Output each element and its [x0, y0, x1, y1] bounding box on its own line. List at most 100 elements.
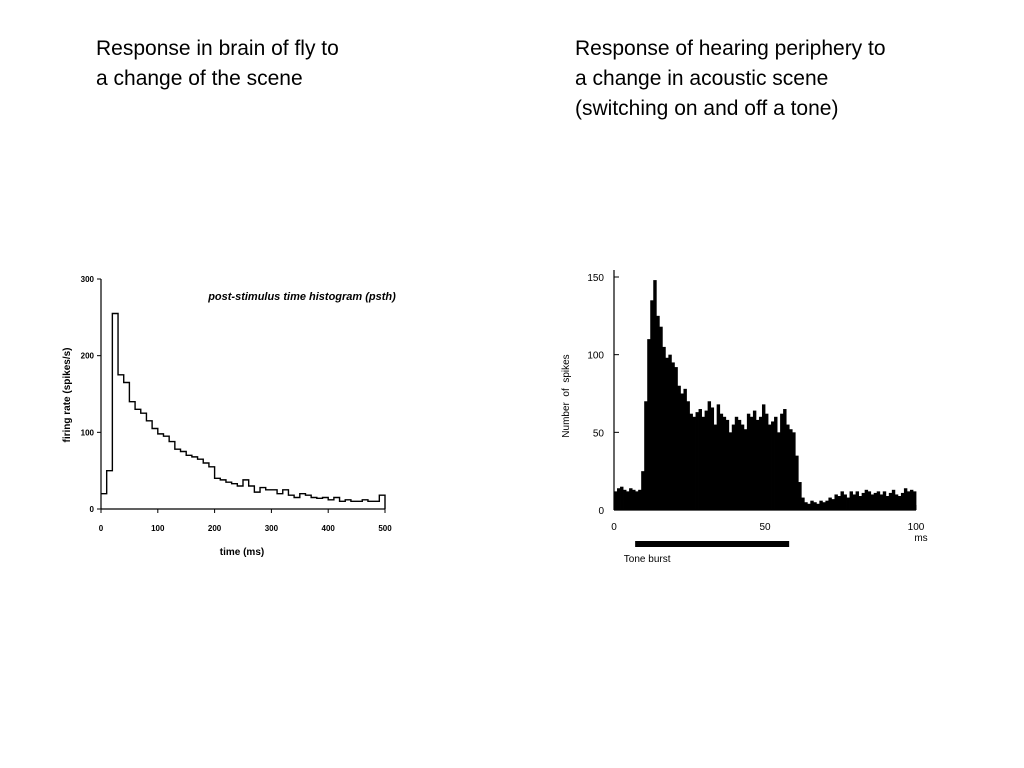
- psth-step-line: [101, 312, 386, 509]
- histogram-bar: [617, 488, 621, 510]
- histogram-bar: [903, 488, 908, 510]
- psth-y-tick-label: 100: [81, 428, 95, 437]
- right-caption-line-3: (switching on and off a tone): [575, 97, 839, 120]
- histogram-bar: [900, 492, 905, 510]
- auditory-histogram-bars: [614, 280, 917, 510]
- histogram-bar: [786, 424, 790, 510]
- histogram-bar: [749, 416, 754, 510]
- histogram-bar: [780, 413, 784, 510]
- histogram-bar: [876, 491, 881, 510]
- histogram-bar: [641, 471, 645, 510]
- left-caption-line-1: Response in brain of fly to: [96, 37, 339, 60]
- histogram-bar: [864, 489, 869, 510]
- histogram-bar: [789, 429, 793, 510]
- histogram-bar: [798, 482, 802, 510]
- histogram-bar: [674, 367, 678, 510]
- right-caption-line-2: a change in acoustic scene: [575, 67, 829, 90]
- histogram-bar: [882, 491, 887, 510]
- histogram-bar: [683, 388, 687, 510]
- psth-y-tick-label: 0: [90, 505, 95, 514]
- psth-x-tick-label: 300: [265, 524, 279, 533]
- histogram-bar: [704, 410, 709, 510]
- auditory-axes: [613, 270, 916, 511]
- histogram-bar: [677, 385, 681, 510]
- histogram-bar: [888, 492, 893, 510]
- histogram-bar: [728, 432, 733, 510]
- psth-ticks: 0 100 200 300 0 100 200 300 400 500: [81, 275, 393, 533]
- histogram-bar: [743, 429, 748, 510]
- psth-x-axis-label: time (ms): [220, 547, 264, 558]
- histogram-bar: [846, 497, 850, 510]
- histogram-bar: [620, 486, 624, 510]
- histogram-bar: [804, 502, 808, 510]
- histogram-bar: [819, 500, 823, 510]
- histogram-bar: [716, 404, 721, 510]
- histogram-bar: [795, 455, 799, 510]
- psth-x-tick-label: 100: [151, 524, 165, 533]
- histogram-bar: [719, 413, 724, 510]
- auditory-y-tick-label: 150: [587, 273, 604, 284]
- histogram-bar: [801, 497, 805, 510]
- histogram-bar: [698, 409, 702, 510]
- histogram-bar: [816, 503, 820, 510]
- histogram-bar: [710, 407, 715, 510]
- histogram-bar: [755, 419, 760, 510]
- psth-x-tick-label: 200: [208, 524, 222, 533]
- histogram-bar: [792, 432, 796, 510]
- histogram-bar: [653, 280, 657, 510]
- histogram-bar: [734, 416, 739, 510]
- auditory-x-tick-label: 0: [611, 522, 617, 533]
- histogram-bar: [831, 499, 835, 510]
- auditory-x-tick-label: 50: [759, 522, 771, 533]
- histogram-bar: [671, 362, 675, 510]
- histogram-bar: [873, 492, 878, 510]
- histogram-bar: [894, 494, 899, 510]
- histogram-bar: [849, 491, 853, 510]
- histogram-bar: [668, 354, 672, 510]
- histogram-bar: [713, 424, 718, 510]
- histogram-bar: [650, 300, 654, 510]
- histogram-bar: [629, 488, 633, 510]
- histogram-bar: [825, 500, 829, 510]
- tone-burst-label: Tone burst: [624, 554, 671, 565]
- histogram-bar: [828, 497, 832, 510]
- histogram-bar: [906, 491, 911, 510]
- histogram-bar: [695, 412, 699, 510]
- histogram-bar: [740, 424, 745, 510]
- histogram-bar: [870, 494, 875, 510]
- psth-y-tick-label: 300: [81, 275, 95, 284]
- histogram-bar: [840, 491, 844, 510]
- histogram-bar: [768, 424, 772, 510]
- histogram-bar: [737, 419, 742, 510]
- histogram-bar: [638, 489, 642, 510]
- histogram-bar: [707, 401, 712, 510]
- histogram-bar: [852, 494, 856, 510]
- left-caption: Response in brain of fly to a change of …: [96, 34, 339, 94]
- histogram-bar: [689, 413, 693, 510]
- histogram-bar: [758, 416, 763, 510]
- histogram-bar: [855, 491, 860, 510]
- histogram-bar: [656, 315, 660, 510]
- histogram-bar: [635, 491, 639, 510]
- histogram-bar: [813, 502, 817, 510]
- histogram-bar: [665, 357, 669, 510]
- right-caption-line-1: Response of hearing periphery to: [575, 37, 886, 60]
- tone-burst-bar: [635, 541, 790, 547]
- psth-x-tick-label: 500: [378, 524, 392, 533]
- histogram-bar: [771, 421, 775, 510]
- histogram-bar: [632, 489, 636, 510]
- histogram-bar: [912, 491, 917, 510]
- histogram-bar: [614, 491, 618, 510]
- histogram-bar: [662, 346, 666, 510]
- psth-x-tick-label: 0: [99, 524, 104, 533]
- right-caption: Response of hearing periphery to a chang…: [575, 34, 886, 124]
- histogram-bar: [834, 494, 838, 510]
- histogram-bar: [746, 413, 751, 510]
- histogram-bar: [774, 416, 778, 510]
- histogram-bar: [879, 494, 884, 510]
- auditory-x-axis-unit: ms: [914, 533, 927, 544]
- psth-axes: [100, 279, 385, 510]
- histogram-bar: [909, 489, 914, 510]
- psth-y-tick-label: 200: [81, 352, 95, 361]
- auditory-x-tick-label: 100: [908, 522, 925, 533]
